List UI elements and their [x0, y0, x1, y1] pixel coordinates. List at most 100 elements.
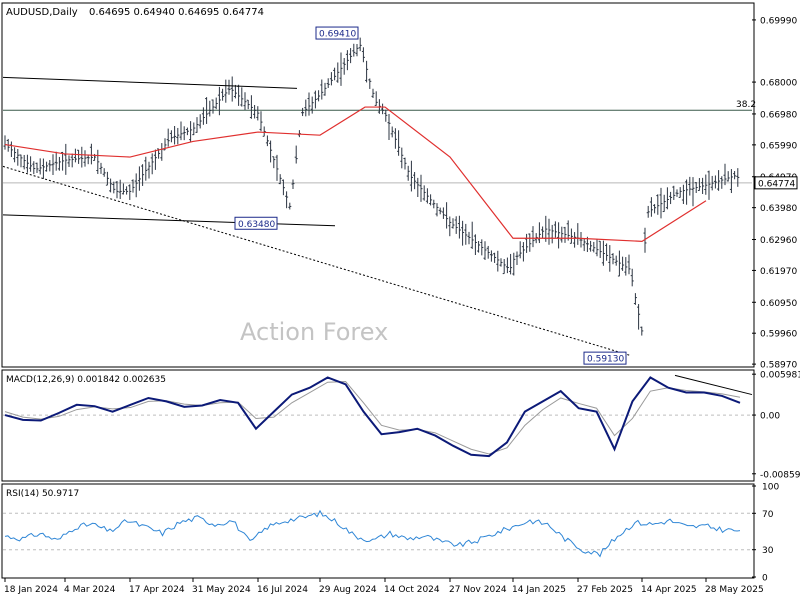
price-bar [729, 169, 733, 194]
rsi-axis-label: 30 [762, 546, 774, 556]
price-bar [131, 179, 135, 193]
price-bar [422, 185, 426, 201]
price-bar [211, 99, 215, 114]
price-bar [685, 179, 689, 205]
price-bar [525, 233, 529, 253]
price-bar [697, 178, 701, 191]
price-bar [531, 226, 535, 248]
price-bar [502, 259, 506, 275]
price-bar [611, 253, 615, 265]
rsi-axis-label: 70 [762, 510, 774, 520]
time-axis-label: 14 Oct 2024 [384, 585, 440, 595]
price-bar [137, 166, 141, 191]
price-bar [659, 187, 663, 219]
price-bar [201, 107, 205, 125]
price-bar [582, 238, 586, 252]
price-reference-lines: 38.2 [3, 100, 756, 184]
price-bar [64, 143, 68, 175]
price-bar [121, 183, 125, 195]
price-bar [272, 156, 276, 169]
price-bar [384, 109, 388, 122]
price-bar [326, 78, 330, 88]
price-bar [678, 187, 682, 198]
price-bar [726, 171, 730, 182]
price-bar [598, 240, 602, 258]
price-bar [614, 255, 618, 266]
time-axis-label: 18 Jan 2024 [4, 585, 58, 595]
price-bar [112, 181, 116, 194]
price-bar [307, 92, 311, 116]
time-axis-label: 16 Jul 2024 [257, 585, 308, 595]
macd-lines [4, 374, 753, 458]
price-bar [713, 175, 717, 189]
price-bar [185, 127, 189, 136]
price-bar [649, 197, 653, 217]
price-bar [624, 257, 628, 276]
annotation-label: 0.69410 [319, 30, 356, 40]
price-bar [246, 99, 250, 110]
moving-average-line [4, 106, 707, 242]
time-axis-label: 31 May 2024 [192, 585, 251, 595]
price-bar [457, 215, 461, 239]
time-axis-label: 29 Aug 2024 [319, 585, 377, 595]
price-bars [3, 37, 740, 336]
price-bar [336, 62, 340, 83]
price-bar [653, 204, 657, 214]
price-bar [35, 162, 39, 174]
current-price-box [754, 176, 798, 190]
moving-average-path [4, 106, 707, 242]
price-axis-label: 0.61970 [760, 267, 797, 277]
price-bar [352, 43, 356, 57]
price-bar [557, 222, 561, 249]
price-bar [249, 95, 253, 119]
price-bar [441, 207, 445, 219]
trendline-solid [2, 76, 298, 89]
price-bar [669, 191, 673, 205]
price-bar [733, 171, 737, 180]
price-bar [169, 130, 173, 143]
price-bar [73, 148, 77, 163]
price-bar [38, 158, 42, 175]
price-bar [173, 126, 177, 145]
price-bar [483, 241, 487, 260]
time-axis-label: 17 Apr 2024 [129, 585, 185, 595]
price-bar [403, 157, 407, 170]
price-bar [32, 161, 36, 175]
trendline-dashed [2, 165, 631, 356]
price-bar [489, 250, 493, 262]
chart-ohlc-values: 0.64695 0.64940 0.64695 0.64774 [89, 7, 264, 18]
macd-trendline [674, 374, 753, 396]
price-bar [448, 216, 452, 237]
price-bar [470, 221, 474, 249]
price-axis-label: 0.65990 [760, 141, 797, 151]
price-bar [115, 180, 119, 199]
price-bar [393, 128, 397, 149]
price-bar [349, 48, 353, 64]
price-bar [451, 218, 455, 229]
price-bar [723, 163, 727, 186]
price-bar [435, 203, 439, 217]
price-bar [413, 171, 417, 190]
price-bar [89, 143, 93, 165]
price-bar [416, 177, 420, 198]
price-annotation: 0.63480 [234, 216, 278, 230]
price-bar [512, 252, 516, 276]
price-bar [528, 233, 532, 252]
price-bar [710, 175, 714, 191]
price-bar [275, 154, 279, 181]
price-bar [13, 147, 17, 163]
price-bar [192, 122, 196, 136]
price-bar [317, 90, 321, 102]
price-bar [224, 79, 228, 103]
price-bar [269, 140, 273, 163]
price-bar [499, 258, 503, 267]
price-bar [208, 100, 212, 117]
price-bar [99, 162, 103, 174]
price-bar [205, 97, 209, 124]
price-axis-label: 0.63980 [760, 204, 797, 214]
macd-axis: 0.005981 0.00 -0.00859 [752, 371, 800, 480]
price-bar [16, 148, 20, 166]
price-bar [515, 251, 519, 265]
price-bar [83, 150, 87, 167]
annotation-box [315, 26, 359, 40]
